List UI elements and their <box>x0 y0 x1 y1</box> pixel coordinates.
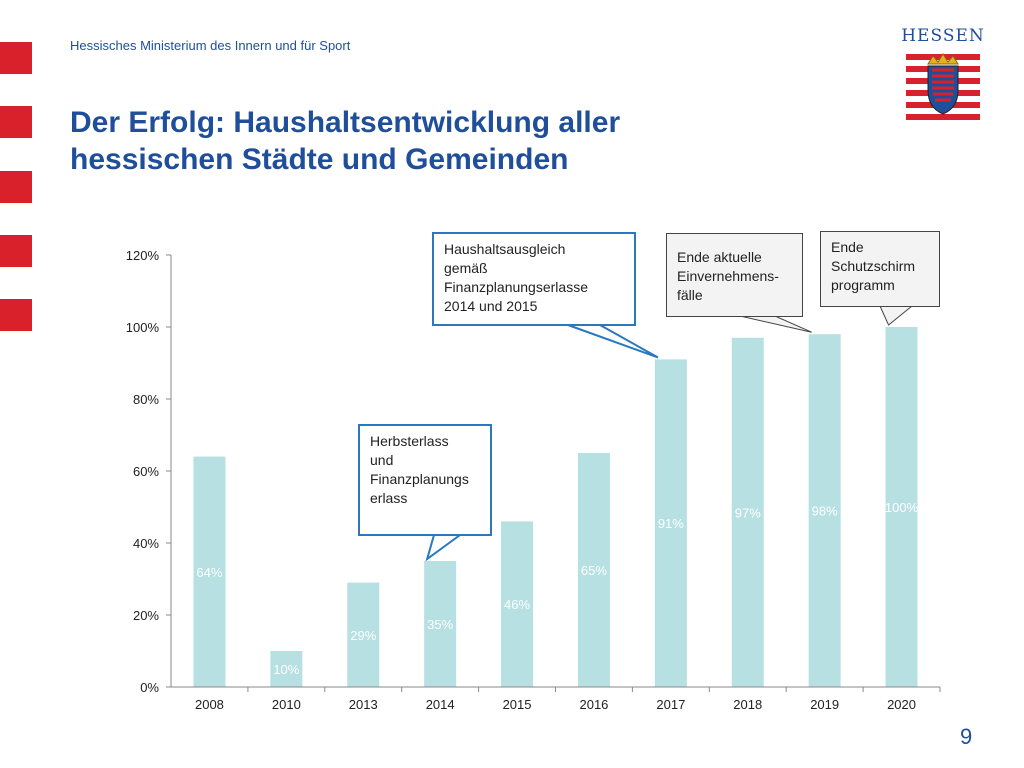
red-tab-4 <box>0 235 32 267</box>
bar-2016 <box>577 453 610 687</box>
x-tick-label-2020: 2020 <box>887 697 916 712</box>
callout-herbsterlass: Herbsterlass und Finanzplanungs erlass <box>358 424 492 536</box>
y-tick-label-1: 20% <box>133 608 159 623</box>
x-tick-label-2019: 2019 <box>810 697 839 712</box>
data-label-2017: 91% <box>658 516 684 531</box>
ministry-name: Hessisches Ministerium des Innern und fü… <box>70 38 351 53</box>
y-tick-label-0: 0% <box>140 680 159 695</box>
bar-2020 <box>885 327 918 687</box>
title-line-1: Der Erfolg: Haushaltsentwicklung aller <box>70 106 621 139</box>
x-tick-label-2016: 2016 <box>579 697 608 712</box>
callout-pointer-einvernehmensfaelle <box>739 315 812 333</box>
x-tick-label-2013: 2013 <box>349 697 378 712</box>
bar-2010 <box>270 651 303 687</box>
red-tab-3 <box>0 171 32 203</box>
x-tick-label-2015: 2015 <box>503 697 532 712</box>
bar-2018 <box>731 337 764 687</box>
data-label-2019: 98% <box>812 504 838 519</box>
y-tick-label-3: 60% <box>133 464 159 479</box>
data-label-2018: 97% <box>735 505 761 520</box>
x-tick-label-2014: 2014 <box>426 697 455 712</box>
x-tick-label-2008: 2008 <box>195 697 224 712</box>
callout-pointer-haushaltsausgleich <box>567 324 659 359</box>
x-tick-label-2018: 2018 <box>733 697 762 712</box>
bar-2008 <box>193 456 226 687</box>
data-label-2015: 46% <box>504 597 530 612</box>
y-tick-label-4: 80% <box>133 392 159 407</box>
data-label-2010: 10% <box>273 662 299 677</box>
y-tick-label-2: 40% <box>133 536 159 551</box>
callout-line: Finanzplanungs <box>370 471 469 487</box>
title-line-2: hessischen Städte und Gemeinden <box>70 143 569 176</box>
callout-line: Einvernehmens- <box>677 268 779 284</box>
callout-line: Haushaltsausgleich <box>444 241 566 257</box>
callout-line: Ende aktuelle <box>677 249 762 265</box>
bar-2014 <box>424 561 457 687</box>
page-title: Der Erfolg: Haushaltsentwicklung aller h… <box>70 104 770 178</box>
callout-line: erlass <box>370 490 408 506</box>
x-tick-label-2010: 2010 <box>272 697 301 712</box>
red-tab-2 <box>0 106 32 138</box>
callout-line: und <box>370 452 394 468</box>
page-number: 9 <box>960 724 973 749</box>
callout-line: gemäß <box>444 260 488 276</box>
hessen-coat-of-arms-icon <box>906 50 980 126</box>
bar-2017 <box>654 359 687 687</box>
data-label-2020: 100% <box>885 500 919 515</box>
logo-text: HESSEN <box>901 26 985 46</box>
callout-line: Ende <box>831 239 864 255</box>
callout-haushaltsausgleich: Haushaltsausgleich gemäß Finanzplanungse… <box>432 232 636 326</box>
data-label-2008: 64% <box>196 565 222 580</box>
red-tab-1 <box>0 42 32 74</box>
callout-pointer-herbsterlass <box>425 534 464 562</box>
y-tick-label-5: 100% <box>126 320 160 335</box>
callout-line: Finanzplanungserlasse <box>444 279 588 295</box>
callout-ende-einvernehmensfaelle: Ende aktuelle Einvernehmens- fälle <box>666 233 803 317</box>
bar-2015 <box>501 521 534 687</box>
hessen-logo: HESSEN <box>900 26 986 128</box>
callout-ende-schutzschirm: Ende Schutzschirm programm <box>820 231 940 307</box>
callout-line: 2014 und 2015 <box>444 298 538 314</box>
callout-line: Herbsterlass <box>370 433 449 449</box>
data-label-2016: 65% <box>581 563 607 578</box>
x-tick-label-2017: 2017 <box>656 697 685 712</box>
callout-line: fälle <box>677 287 703 303</box>
callout-pointer-schutzschirm <box>879 305 914 326</box>
red-tab-5 <box>0 299 32 331</box>
data-label-2014: 35% <box>427 617 453 632</box>
callout-line: programm <box>831 277 895 293</box>
callout-line: Schutzschirm <box>831 258 916 274</box>
data-label-2013: 29% <box>350 628 376 643</box>
bar-2013 <box>347 582 380 687</box>
bar-2019 <box>808 334 841 687</box>
y-tick-label-6: 120% <box>126 248 160 263</box>
